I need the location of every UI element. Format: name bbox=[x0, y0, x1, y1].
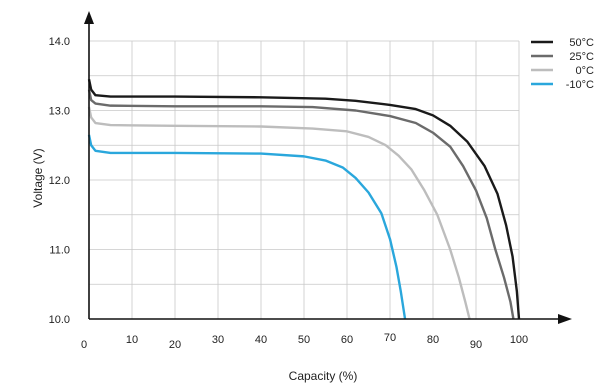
y-axis-label: Voltage (V) bbox=[31, 148, 45, 207]
x-tick-label: 10 bbox=[126, 334, 138, 346]
x-tick-label: 50 bbox=[298, 334, 310, 346]
x-tick-label: 40 bbox=[255, 334, 267, 346]
legend-label-3: -10°C bbox=[566, 79, 594, 91]
y-tick-label: 14.0 bbox=[49, 36, 70, 48]
y-tick-label: 13.0 bbox=[49, 106, 70, 118]
x-tick-label: 80 bbox=[427, 334, 439, 346]
tick-labels: 10.0 11.0 12.0 13.0 14.0 0 10 20 30 40 50 60 70 80 90 1… bbox=[49, 36, 529, 351]
grid bbox=[89, 40, 520, 319]
series-lines bbox=[87, 78, 521, 320]
x-tick-label: 60 bbox=[341, 334, 353, 346]
y-tick-label: 11.0 bbox=[49, 245, 70, 257]
legend-label-0: 50°C bbox=[569, 37, 594, 49]
y-axis-arrow bbox=[84, 11, 94, 24]
x-tick-label: 0 bbox=[81, 339, 87, 351]
x-tick-label: 70 bbox=[384, 332, 396, 344]
legend: 50°C 25°C 0°C -10°C bbox=[531, 37, 594, 91]
series-line-3 bbox=[87, 134, 407, 320]
x-tick-label: 100 bbox=[510, 334, 528, 346]
x-tick-label: 90 bbox=[470, 339, 482, 351]
y-tick-label: 10.0 bbox=[49, 314, 70, 326]
legend-label-2: 0°C bbox=[576, 65, 595, 77]
x-tick-label: 20 bbox=[169, 339, 181, 351]
series-line-2 bbox=[87, 106, 471, 320]
axes bbox=[84, 11, 572, 324]
series-line-1 bbox=[87, 89, 515, 320]
series-line-0 bbox=[87, 78, 521, 320]
x-tick-label: 30 bbox=[212, 334, 224, 346]
legend-label-1: 25°C bbox=[569, 51, 594, 63]
x-axis-label: Capacity (%) bbox=[289, 369, 358, 383]
x-axis-arrow bbox=[558, 314, 572, 324]
y-tick-label: 12.0 bbox=[49, 175, 70, 187]
